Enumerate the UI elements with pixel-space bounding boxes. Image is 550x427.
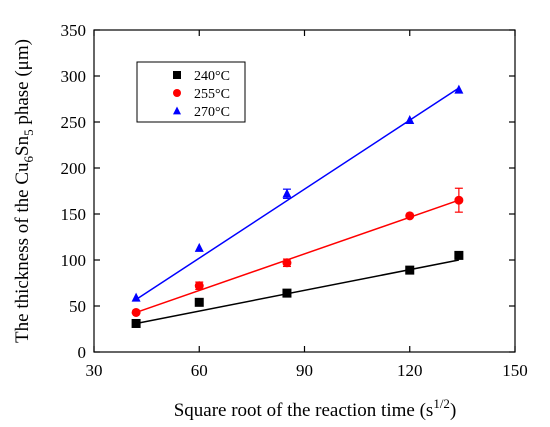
x-tick-label: 120 [397,361,423,380]
legend: 240°C 255°C 270°C [136,61,246,123]
legend-marker-1 [173,89,181,97]
data-point-2 [405,115,415,125]
y-tick-label: 200 [61,159,87,178]
x-tick-label: 150 [502,361,528,380]
legend-label-1: 255°C [194,87,230,102]
y-axis-label-sub2: 5 [21,129,36,136]
data-point-2 [454,84,464,94]
y-axis-label-mid: Sn [12,135,33,156]
data-point-2 [194,242,204,252]
legend-marker-0 [173,71,181,79]
y-tick-label: 250 [61,113,87,132]
legend-label-0: 240°C [194,69,230,84]
y-tick-label: 50 [69,297,86,316]
data-point-1 [131,307,141,317]
legend-marker-2 [173,106,181,115]
y-tick-label: 0 [78,343,87,362]
fit-line-2 [135,87,460,301]
x-tick-label: 90 [296,361,313,380]
data-point-0 [454,250,464,260]
y-axis-label: The thickness of the Cu6Sn5 phase (μm) [12,39,36,343]
x-axis-label-end: ) [450,400,456,421]
y-axis-label-pre: The thickness of the Cu [12,162,33,343]
legend-box [136,61,246,123]
y-tick-label: 300 [61,67,87,86]
legend-label-2: 270°C [194,105,230,120]
fit-lines [135,87,460,325]
x-tick-label: 30 [86,361,103,380]
x-axis-label: Square root of the reaction time (s1/2) [174,396,457,421]
y-tick-label: 150 [61,205,87,224]
data-point-1 [405,211,415,221]
data-point-0 [405,265,415,275]
data-point-2 [282,188,292,198]
fit-line-1 [135,199,460,314]
x-axis-label-sup: 1/2 [433,396,450,411]
y-tick-label: 350 [61,21,87,40]
y-tick-label: 100 [61,251,87,270]
data-point-0 [131,318,141,328]
data-point-1 [194,281,204,291]
data-point-1 [454,195,464,205]
data-point-1 [282,258,292,268]
data-points [131,84,464,328]
x-axis-label-main: Square root of the reaction time (s [174,400,434,421]
y-axis-label-sub1: 6 [21,156,36,163]
y-axis-label-post: phase (μm) [12,39,33,129]
data-point-2 [131,292,141,302]
data-point-0 [282,288,292,298]
axis-ticks: 30 60 90 120 150 0 50 100 150 200 250 300 350 [61,21,528,380]
x-tick-label: 60 [191,361,208,380]
data-point-0 [194,297,204,307]
fit-line-0 [135,259,460,325]
